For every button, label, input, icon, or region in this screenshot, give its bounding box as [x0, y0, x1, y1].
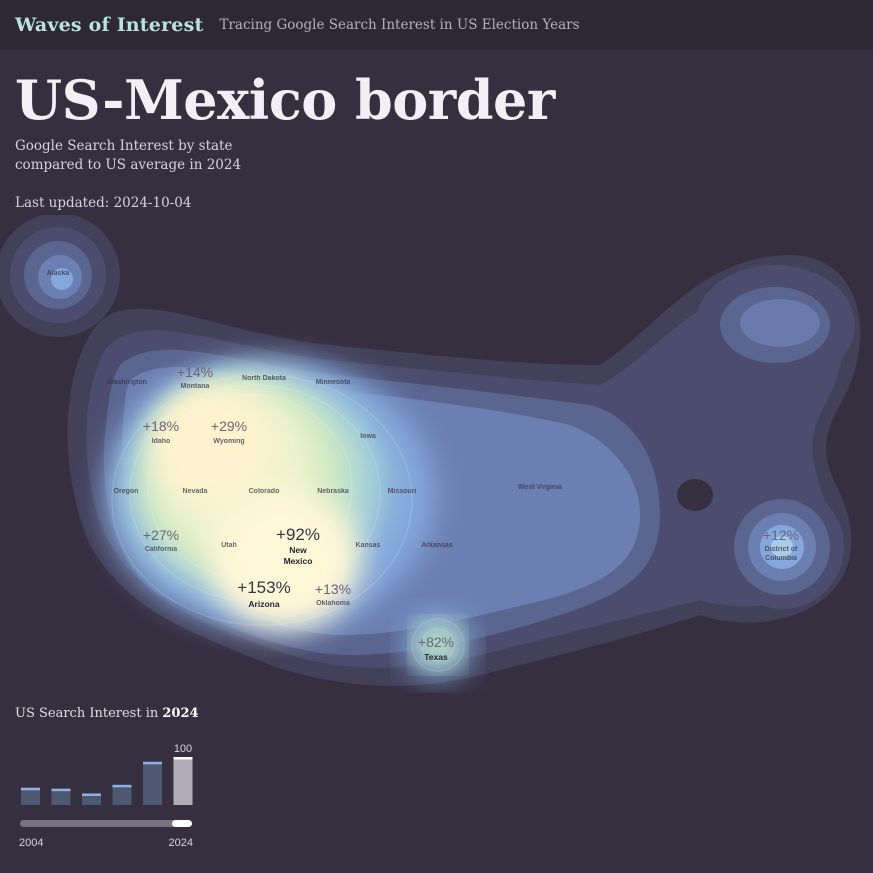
- state-label-arkansas: Arkansas: [421, 542, 453, 549]
- state-label-alaska: Alaska: [47, 270, 70, 277]
- bar-2016[interactable]: [112, 784, 132, 805]
- top-bar: Waves of Interest Tracing Google Search …: [0, 0, 873, 50]
- state-label-nevada: Nevada: [183, 488, 208, 495]
- state-label-missouri: Missouri: [388, 488, 417, 495]
- state-label-north-dakota: North Dakota: [242, 375, 286, 382]
- bar-cap-2024: [173, 757, 193, 760]
- pct-label-california: +27%: [143, 527, 179, 543]
- bar-cap-2004: [21, 787, 40, 791]
- axis-start-year: 2004: [19, 837, 43, 849]
- bar-2020[interactable]: [143, 761, 162, 805]
- interest-core: [105, 360, 472, 679]
- mini-chart-heading-year: 2024: [162, 706, 199, 721]
- pct-label-texas: +82%: [418, 634, 454, 650]
- tagline: Tracing Google Search Interest in US Ele…: [219, 17, 580, 33]
- state-label-california: California: [145, 546, 177, 553]
- state-label-oregon: Oregon: [114, 488, 139, 495]
- pct-label-montana: +14%: [177, 364, 213, 380]
- state-name-labels: Alaska Washington North Dakota Minnesota…: [47, 270, 562, 549]
- bar-cap-2020: [143, 761, 162, 765]
- state-label-nebraska: Nebraska: [317, 488, 349, 495]
- bar-cap-2008: [51, 788, 71, 792]
- bar-cap-2016: [112, 784, 132, 788]
- bar-2012[interactable]: [82, 793, 101, 805]
- mini-chart-heading-prefix: US Search Interest in: [15, 706, 163, 721]
- year-slider-track[interactable]: [20, 820, 192, 827]
- pct-label-dc: +12%: [763, 527, 799, 543]
- state-label-kansas: Kansas: [356, 542, 381, 549]
- mini-bars: [21, 757, 193, 805]
- state-label-oklahoma: Oklahoma: [316, 600, 350, 607]
- state-label-utah: Utah: [221, 542, 237, 549]
- state-label-minnesota: Minnesota: [316, 379, 351, 386]
- brand-logo[interactable]: Waves of Interest: [15, 14, 204, 36]
- state-label-wyoming: Wyoming: [213, 438, 244, 445]
- subtitle-line-2: compared to US average in 2024: [15, 157, 242, 173]
- outlying-regions: [0, 215, 855, 609]
- pct-label-idaho: +18%: [143, 418, 179, 434]
- selected-year-value: 100: [174, 743, 192, 755]
- page-subtitle: Google Search Interest by state compared…: [15, 137, 335, 175]
- state-label-colorado: Colorado: [249, 488, 280, 495]
- state-label-montana: Montana: [181, 383, 210, 390]
- bar-cap-2012: [82, 793, 101, 796]
- state-label-arizona: Arizona: [248, 599, 279, 609]
- interest-heat-map: Alaska Washington North Dakota Minnesota…: [0, 215, 861, 686]
- state-label-texas: Texas: [424, 652, 448, 662]
- state-label-new-mexico-1: New: [289, 545, 307, 555]
- bar-2024[interactable]: [173, 757, 193, 805]
- state-label-iowa: Iowa: [360, 433, 376, 440]
- pct-label-arizona: +153%: [237, 578, 290, 597]
- pct-label-oklahoma: +13%: [315, 581, 351, 597]
- state-label-new-mexico-2: Mexico: [284, 556, 313, 566]
- state-label-dc-2: Columbia: [765, 555, 797, 562]
- state-label-idaho: Idaho: [152, 438, 171, 445]
- state-value-labels: +153% Arizona +92% New Mexico +82% Texas…: [143, 364, 799, 662]
- subtitle-line-1: Google Search Interest by state: [15, 138, 233, 154]
- bar-2004[interactable]: [21, 787, 40, 805]
- pct-label-new-mexico: +92%: [276, 525, 320, 544]
- last-updated: Last updated: 2024-10-04: [15, 195, 192, 211]
- mini-chart-heading: US Search Interest in 2024: [15, 706, 199, 721]
- state-label-washington: Washington: [107, 379, 147, 386]
- year-slider-handle[interactable]: [172, 820, 192, 827]
- page-title: US-Mexico border: [15, 68, 555, 132]
- state-label-dc-1: District of: [765, 546, 798, 553]
- pct-label-wyoming: +29%: [211, 418, 247, 434]
- yearly-interest-bar-chart: 100 2004 2024: [19, 743, 193, 849]
- bar-2008[interactable]: [51, 788, 71, 805]
- state-label-west-virginia: West Virginia: [518, 484, 562, 491]
- contour-lines: [111, 374, 465, 672]
- axis-end-year: 2024: [169, 837, 193, 849]
